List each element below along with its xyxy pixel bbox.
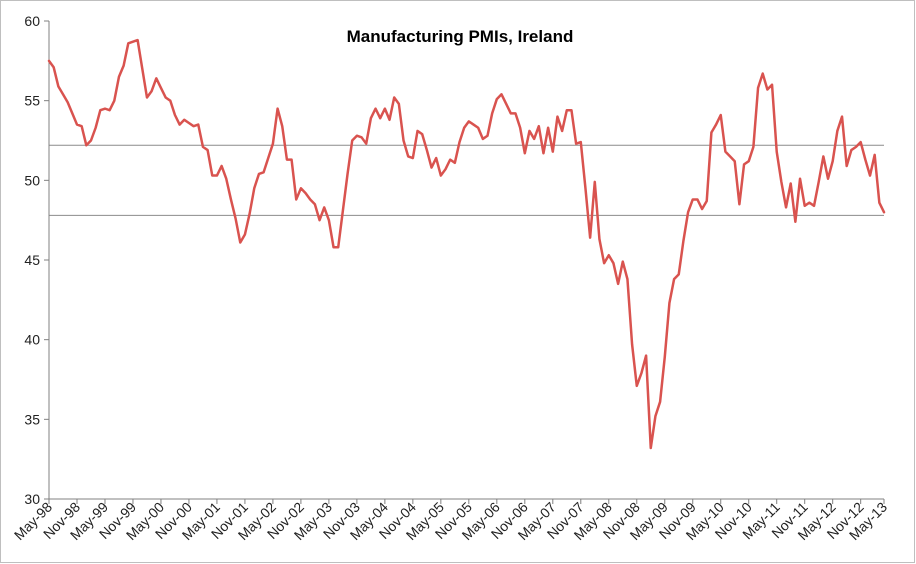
y-tick-label: 35 [24, 411, 40, 427]
y-tick-label: 45 [24, 252, 40, 268]
chart-title: Manufacturing PMIs, Ireland [347, 27, 574, 46]
y-tick-label: 30 [24, 491, 40, 507]
y-tick-label: 60 [24, 13, 40, 29]
y-tick-label: 55 [24, 93, 40, 109]
reference-lines [49, 144, 884, 216]
series-line-manufacturing-pmi [47, 38, 886, 450]
series-layer [47, 38, 886, 450]
y-axis-ticks: 30 35 40 45 50 55 60 [24, 13, 49, 507]
y-tick-label: 40 [24, 332, 40, 348]
y-tick-label: 50 [24, 172, 40, 188]
